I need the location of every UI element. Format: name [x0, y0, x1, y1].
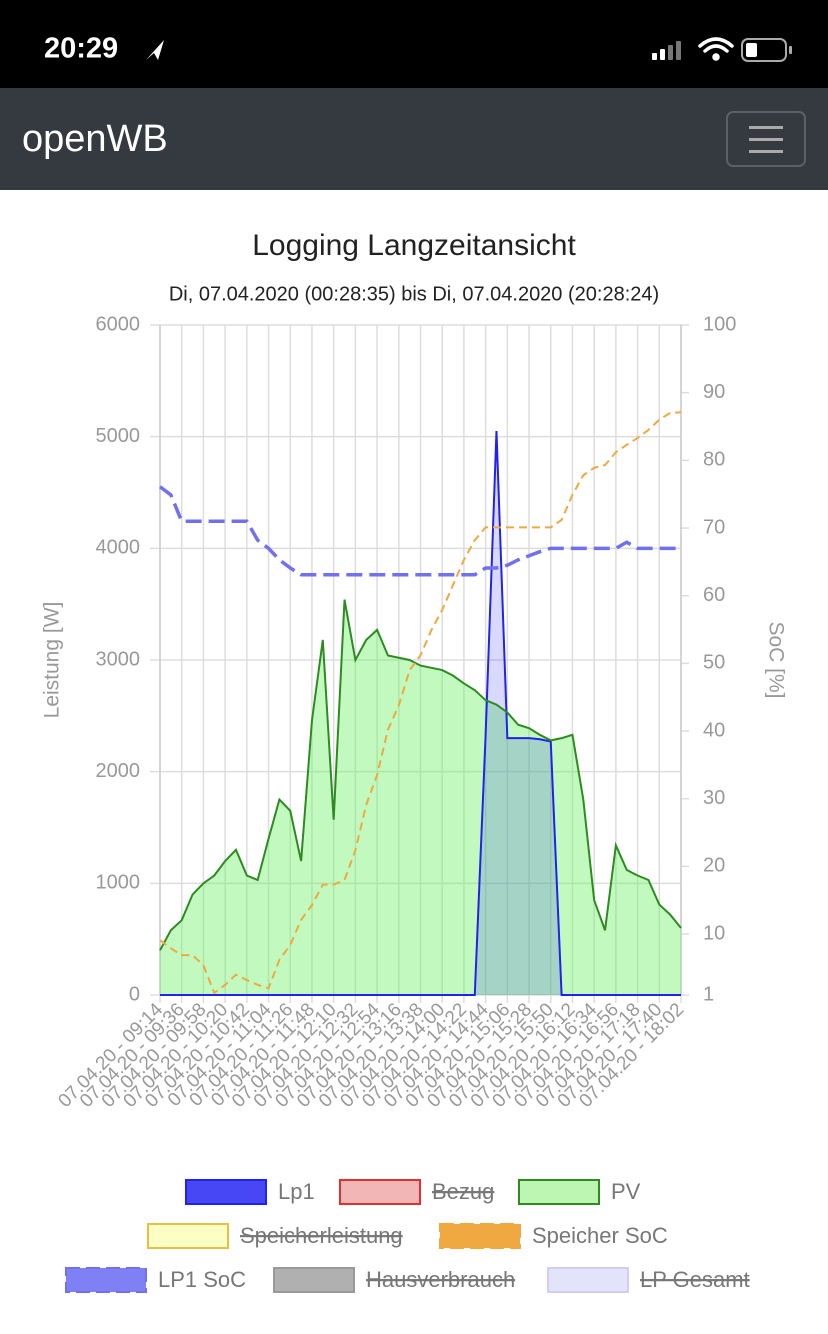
- legend-swatch: [273, 1267, 355, 1293]
- legend-label: Hausverbrauch: [366, 1267, 515, 1292]
- area: [160, 431, 681, 995]
- legend-swatch: [518, 1179, 600, 1205]
- legend-item[interactable]: Hausverbrauch: [273, 1267, 515, 1293]
- y2-tick-label: 50: [703, 652, 725, 674]
- legend-label: Lp1: [278, 1179, 315, 1204]
- y2-tick-label: 1: [703, 983, 714, 1005]
- wifi-icon: [698, 37, 734, 61]
- y-tick-label: 3000: [96, 648, 141, 670]
- y2-tick-label: 90: [703, 381, 725, 403]
- legend-item[interactable]: Speicherleistung: [147, 1223, 403, 1249]
- legend-label: PV: [611, 1179, 641, 1204]
- area: [160, 599, 681, 995]
- status-bar: [0, 0, 828, 88]
- status-time: 20:29: [44, 33, 118, 65]
- chart-subtitle: Di, 07.04.2020 (00:28:35) bis Di, 07.04.…: [169, 283, 659, 305]
- line: [160, 431, 681, 996]
- y2-tick-label: 40: [703, 719, 725, 741]
- y-axis-title: Leistung [W]: [41, 602, 64, 719]
- chart-title: Logging Langzeitansicht: [252, 229, 576, 262]
- legend-label: LP1 SoC: [158, 1267, 246, 1292]
- legend-swatch: [185, 1179, 267, 1205]
- legend-label: LP Gesamt: [640, 1267, 750, 1292]
- y2-axis-title: SoC [%]: [764, 621, 787, 698]
- legend-label: Speicher SoC: [532, 1223, 668, 1248]
- y-tick-label: 4000: [96, 537, 141, 559]
- legend-item[interactable]: LP Gesamt: [547, 1267, 750, 1293]
- y-tick-label: 6000: [96, 313, 141, 335]
- legend-swatch: [439, 1223, 521, 1249]
- legend-item[interactable]: PV: [518, 1179, 641, 1205]
- legend-swatch: [147, 1223, 229, 1249]
- y-tick-label: 1000: [96, 872, 141, 894]
- y-tick-label: 5000: [96, 425, 141, 447]
- y2-tick-label: 100: [703, 313, 736, 335]
- y-tick-label: 0: [129, 983, 140, 1005]
- dashed-line: [159, 411, 682, 995]
- legend-item[interactable]: Lp1: [185, 1179, 315, 1205]
- y2-tick-label: 20: [703, 855, 725, 877]
- legend-label: Bezug: [432, 1179, 494, 1204]
- navbar-brand[interactable]: openWB: [22, 118, 168, 160]
- legend-swatch: [65, 1267, 147, 1293]
- dashed-line: [158, 485, 681, 577]
- y2-tick-label: 30: [703, 787, 725, 809]
- legend-swatch: [339, 1179, 421, 1205]
- y-tick-label: 2000: [96, 760, 141, 782]
- signal-icon: [652, 41, 681, 60]
- line: [159, 599, 682, 951]
- navbar: [0, 88, 828, 190]
- location-icon: [146, 40, 164, 60]
- legend-item[interactable]: Bezug: [339, 1179, 494, 1205]
- y2-tick-label: 60: [703, 584, 725, 606]
- legend-swatch: [547, 1267, 629, 1293]
- y2-tick-label: 10: [703, 922, 725, 944]
- legend-item[interactable]: LP1 SoC: [65, 1267, 246, 1293]
- y2-tick-label: 80: [703, 449, 725, 471]
- legend-label: Speicherleistung: [240, 1223, 403, 1248]
- legend-item[interactable]: Speicher SoC: [439, 1223, 668, 1249]
- battery-icon: [741, 38, 792, 62]
- menu-button[interactable]: [726, 111, 806, 167]
- y2-tick-label: 70: [703, 516, 725, 538]
